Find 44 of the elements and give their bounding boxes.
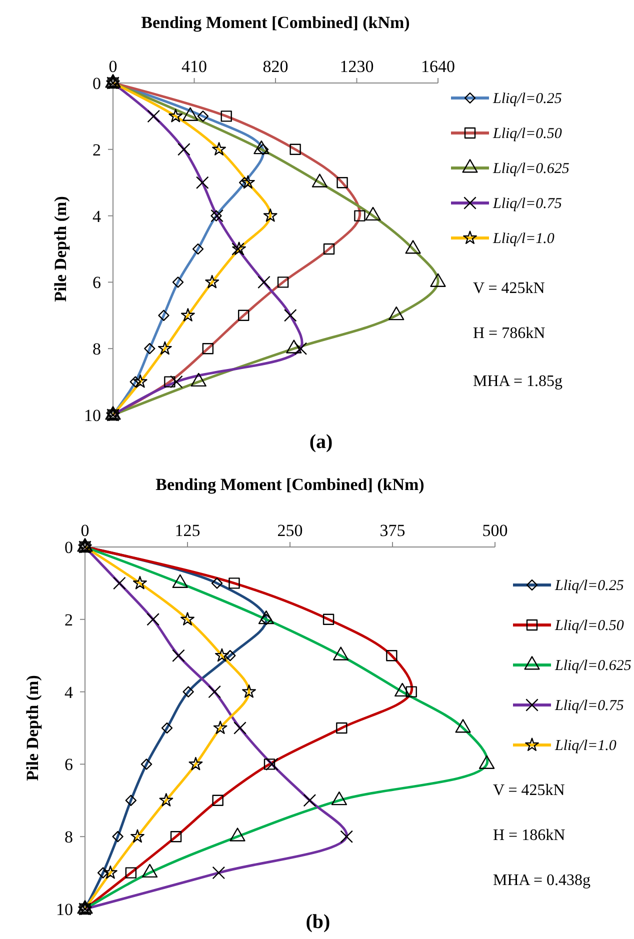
annotation: V = 425kN [493,782,566,799]
x-tick-label: 375 [380,521,406,540]
y-tick-label: 6 [64,755,73,774]
text: H = 786kN [473,325,546,342]
annotation: H = 186kN [493,827,566,844]
x-axis-title: Bending Moment [Combined] (kNm) [141,13,410,32]
legend-label: Lliq/l=0.625 [492,161,570,177]
y-tick-label: 8 [64,828,73,847]
legend-label: Lliq/l=0.75 [492,196,562,212]
x-tick-label: 410 [182,57,207,76]
annotation: MHA = 0.438g [493,872,590,889]
x-axis-title: Bending Moment [Combined] (kNm) [156,475,424,494]
legend-label: Lliq/l=0.25 [492,91,562,107]
x-tick-label: 250 [277,521,303,540]
y-axis-title: Pile Depth (m) [23,675,42,781]
x-tick-label: 125 [174,521,200,540]
y-tick-label: 4 [64,682,74,702]
y-tick-label: 2 [64,610,73,630]
x-tick-label: 1640 [421,57,455,76]
y-tick-label: 10 [84,406,101,425]
x-tick-label: 0 [108,57,118,76]
x-tick-label: 820 [262,57,288,76]
legend-label: Lliq/l=0.50 [554,618,624,634]
text: (a) [309,431,333,453]
y-axis-title: Pile Depth (m) [51,196,70,302]
text: V = 425kN [473,280,546,297]
y-tick-label: 0 [92,74,101,93]
y-tick-label: 2 [92,140,101,160]
legend-label: Lliq/l=1.0 [492,231,555,247]
y-tick-label: 4 [92,206,102,226]
legend-label: Lliq/l=0.625 [554,658,632,674]
text: (b) [306,911,330,933]
x-tick-label: 1230 [340,57,374,76]
text: MHA = 1.85g [473,373,562,390]
x-tick-label: 500 [482,521,508,540]
legend-label: Lliq/l=1.0 [554,738,617,754]
x-tick-label: 0 [80,521,90,540]
y-tick-label: 0 [64,538,73,557]
y-tick-label: 8 [92,340,101,359]
y-tick-label: 10 [56,900,73,919]
legend-label: Lliq/l=0.50 [492,126,562,142]
y-tick-label: 6 [92,273,101,292]
legend-label: Lliq/l=0.25 [554,578,624,594]
legend-label: Lliq/l=0.75 [554,698,624,714]
